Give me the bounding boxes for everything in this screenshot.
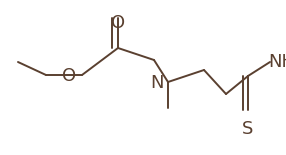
Text: O: O	[62, 67, 76, 85]
Text: N: N	[150, 74, 164, 92]
Text: S: S	[242, 120, 254, 138]
Text: O: O	[111, 14, 125, 32]
Text: NH: NH	[268, 53, 286, 71]
